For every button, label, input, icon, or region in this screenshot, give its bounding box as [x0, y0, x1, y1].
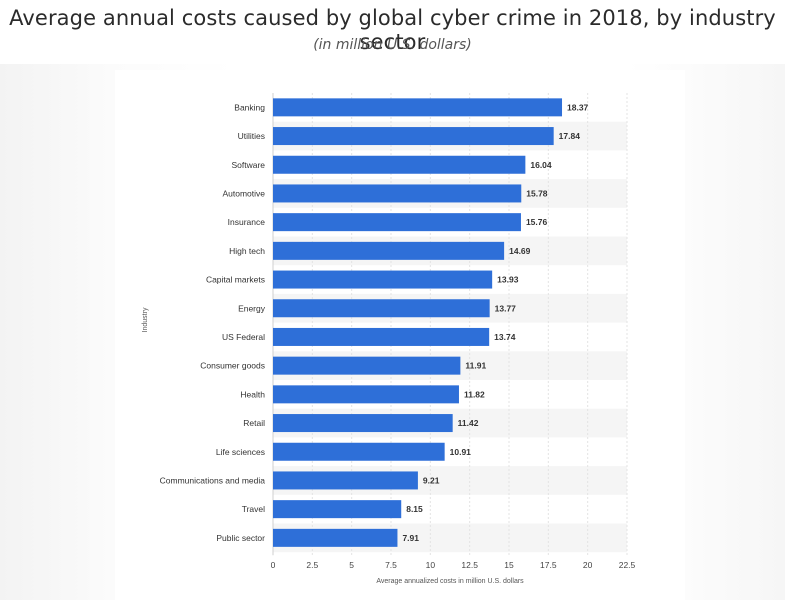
- bar: [273, 241, 505, 260]
- category-label: Capital markets: [206, 275, 265, 285]
- bar: [273, 500, 402, 519]
- bar: [273, 356, 461, 375]
- category-label: Automotive: [222, 188, 265, 198]
- value-label: 18.37: [567, 102, 589, 112]
- x-tick-label: 12.5: [461, 560, 478, 570]
- bar: [273, 98, 563, 117]
- bar: [273, 414, 453, 433]
- x-tick-label: 20: [583, 560, 593, 570]
- value-label: 16.04: [530, 160, 552, 170]
- chart-title: Average annual costs caused by global cy…: [9, 6, 776, 54]
- x-tick-label: 17.5: [540, 560, 557, 570]
- bar: [273, 327, 490, 346]
- bar: [273, 127, 554, 146]
- value-label: 15.76: [526, 217, 548, 227]
- bar: [273, 155, 526, 174]
- x-tick-label: 0: [271, 560, 276, 570]
- value-label: 11.82: [464, 389, 485, 399]
- value-label: 11.42: [458, 418, 479, 428]
- category-label: Consumer goods: [200, 361, 265, 371]
- x-tick-label: 10: [426, 560, 436, 570]
- bar: [273, 385, 459, 404]
- category-label: Health: [240, 389, 265, 399]
- category-label: Life sciences: [216, 447, 265, 457]
- value-label: 13.77: [495, 303, 517, 313]
- value-label: 7.91: [402, 533, 419, 543]
- bar: [273, 299, 490, 318]
- y-axis-label: Industry: [142, 307, 149, 332]
- value-label: 13.93: [497, 275, 519, 285]
- category-label: Insurance: [228, 217, 266, 227]
- category-label: Public sector: [216, 533, 265, 543]
- x-tick-label: 5: [349, 560, 354, 570]
- category-label: Energy: [238, 303, 266, 313]
- chart-subtitle: (in million U.S. dollars): [313, 37, 472, 53]
- category-label: Software: [231, 160, 265, 170]
- bar: [273, 213, 521, 232]
- value-label: 8.15: [406, 504, 423, 514]
- bar: [273, 471, 418, 490]
- category-label: Retail: [243, 418, 265, 428]
- value-label: 17.84: [559, 131, 581, 141]
- x-axis-label: Average annualized costs in million U.S.…: [376, 578, 524, 585]
- x-tick-label: 22.5: [619, 560, 636, 570]
- x-tick-label: 2.5: [306, 560, 318, 570]
- bar: [273, 184, 522, 203]
- category-label: Communications and media: [160, 475, 266, 485]
- category-label: Utilities: [238, 131, 265, 141]
- value-label: 13.74: [494, 332, 516, 342]
- x-tick-label: 15: [504, 560, 514, 570]
- bar: [273, 442, 445, 461]
- value-label: 10.91: [450, 447, 472, 457]
- category-label: High tech: [229, 246, 265, 256]
- value-label: 14.69: [509, 246, 531, 256]
- value-label: 9.21: [423, 475, 440, 485]
- bar: [273, 528, 398, 547]
- value-label: 15.78: [526, 188, 548, 198]
- x-tick-label: 7.5: [385, 560, 397, 570]
- category-label: US Federal: [222, 332, 265, 342]
- category-label: Travel: [242, 504, 265, 514]
- value-label: 11.91: [465, 361, 486, 371]
- category-label: Banking: [234, 102, 265, 112]
- bar: [273, 270, 493, 289]
